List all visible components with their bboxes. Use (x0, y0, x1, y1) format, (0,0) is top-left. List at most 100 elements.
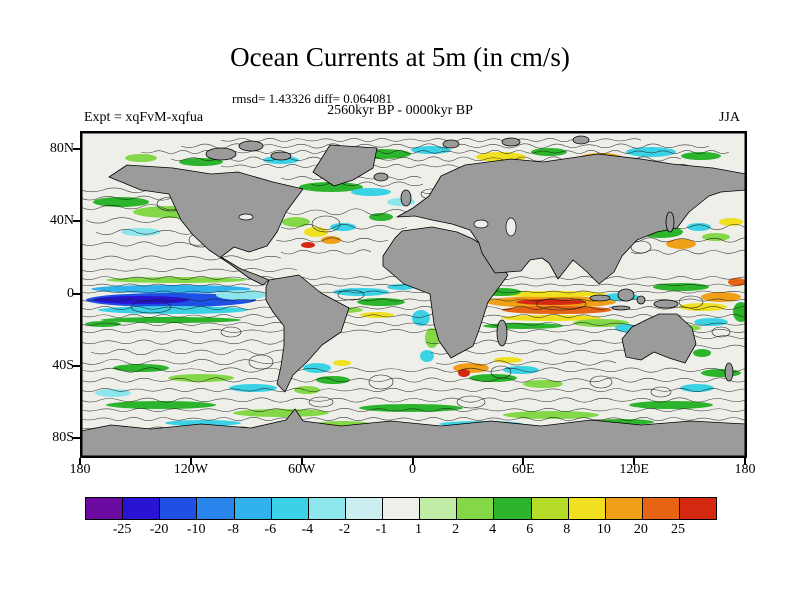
contour-loop (368, 374, 394, 390)
arctic-island-2 (238, 140, 264, 152)
new-zealand (724, 362, 734, 382)
north-america (108, 164, 304, 286)
contour-line (81, 397, 746, 403)
anomaly-patch (294, 386, 320, 394)
contour-line (630, 249, 746, 255)
contour-loop (130, 300, 172, 314)
contour-loop (678, 295, 704, 309)
contour-line (140, 150, 730, 154)
x-axis-tick (300, 458, 303, 465)
australia (621, 313, 697, 364)
y-axis-tick (73, 364, 80, 367)
contour-line (285, 208, 407, 216)
contour-line (280, 249, 372, 255)
contour-line (90, 348, 292, 356)
y-axis-tick (73, 292, 80, 295)
colorbar-cell (420, 498, 458, 519)
anomaly-patch (85, 321, 121, 327)
stats-line: rmsd= 1.43326 diff= 0.064081 (232, 91, 392, 106)
x-axis-tick (744, 458, 746, 465)
africa (382, 226, 509, 359)
colorbar-cell (308, 498, 346, 519)
colorbar-label: -2 (338, 522, 351, 537)
y-axis-label: 0 (67, 285, 74, 301)
anomaly-patch (412, 310, 430, 326)
contour-loop (220, 326, 242, 338)
contour-line (180, 143, 710, 149)
colorbar-cell (605, 498, 643, 519)
colorbar-label: 1 (415, 522, 423, 537)
contour-loop (630, 240, 652, 254)
x-axis-tick (189, 458, 192, 465)
y-axis-label: 80N (49, 141, 74, 156)
colorbar-cell (642, 498, 680, 519)
colorbar-cell (86, 498, 124, 519)
x-axis-label: 120E (619, 462, 649, 477)
x-axis-tick (633, 458, 636, 465)
antarctica (81, 408, 746, 457)
contour-loop (311, 215, 341, 233)
contour-loop (650, 386, 672, 398)
continents (81, 135, 746, 457)
contour-loop (337, 289, 365, 301)
contour-line (81, 290, 746, 294)
anomaly-patch (233, 409, 329, 417)
colorbar-cell (234, 498, 272, 519)
page-title: Ocean Currents at 5m (in cm/s) (230, 42, 570, 72)
sumatra (589, 294, 611, 302)
colorbar-label: 6 (526, 522, 534, 537)
anomaly-patch (301, 242, 315, 248)
colorbar-cell (494, 498, 532, 519)
arctic-island-3 (270, 151, 292, 161)
new-guinea (653, 299, 679, 309)
colorbar-cell (383, 498, 421, 519)
colorbar-label: 4 (489, 522, 497, 537)
contour-loop (248, 354, 274, 370)
anomaly-patch (701, 292, 741, 302)
colorbar-label: 20 (633, 522, 648, 537)
anomaly-patch (420, 350, 434, 362)
arctic-island-1 (205, 147, 237, 161)
contour-loop (308, 396, 334, 408)
colorbar-label: -20 (149, 522, 169, 537)
anomaly-patch (679, 303, 727, 311)
contour-loop (456, 395, 486, 409)
arctic-island-4 (501, 137, 521, 147)
anomaly-patch (351, 188, 391, 196)
colorbar-label: -4 (301, 522, 314, 537)
x-axis-label: 120W (173, 462, 208, 477)
anomaly-patch (503, 411, 599, 419)
colorbar-cell (680, 498, 717, 519)
colorbar-label: -6 (264, 522, 277, 537)
sulawesi (636, 295, 646, 305)
anomaly-patch (299, 182, 363, 192)
y-axis-tick (73, 220, 80, 223)
anomaly-patch (216, 290, 266, 300)
greenland (312, 144, 378, 187)
period-line: 2560kyr BP - 0000kyr BP (327, 103, 473, 118)
anomaly-patch (501, 315, 601, 321)
x-axis-label: 60E (512, 462, 535, 477)
colorbar (85, 497, 717, 520)
anomaly-patch (494, 357, 522, 363)
colorbar-cell (123, 498, 161, 519)
anomaly-patch (681, 152, 721, 160)
anomaly-patch (733, 302, 746, 322)
contour-line (81, 255, 282, 261)
y-axis-tick (73, 148, 80, 150)
colorbar-label: -8 (227, 522, 240, 537)
contour-line (310, 181, 424, 187)
contour-line (81, 358, 302, 366)
anomaly-patch (458, 369, 470, 377)
anomaly-patch (282, 217, 310, 227)
x-axis-tick (522, 458, 525, 465)
anomaly-patch (359, 404, 463, 412)
contour-line (220, 138, 642, 142)
experiment-label: Expt = xqFvM-xqfua (84, 110, 204, 125)
anomaly-patch (496, 291, 606, 297)
anomaly-patch (693, 349, 711, 357)
iceland (373, 172, 389, 182)
anomaly-patch (357, 298, 405, 306)
contour-line (81, 268, 298, 272)
